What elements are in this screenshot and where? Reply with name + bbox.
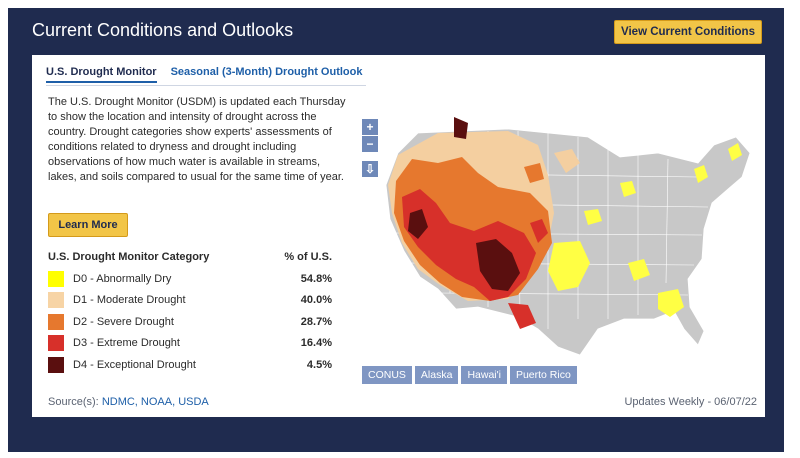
- view-current-conditions-button[interactable]: View Current Conditions: [614, 20, 762, 44]
- tab-drought-monitor[interactable]: U.S. Drought Monitor: [46, 66, 157, 83]
- tabs-divider: [46, 85, 366, 86]
- region-tab-alaska[interactable]: Alaska: [414, 366, 459, 384]
- d3-region: [530, 219, 548, 243]
- legend-pct-heading: % of U.S.: [284, 251, 332, 263]
- us-drought-map-svg: [385, 117, 751, 356]
- region-tab-hawaii[interactable]: Hawai'i: [461, 366, 507, 384]
- legend-row-d3: D3 - Extreme Drought 16.4%: [48, 335, 332, 351]
- tab-bar: U.S. Drought Monitor Seasonal (3-Month) …: [46, 66, 362, 83]
- legend-label: D0 - Abnormally Dry: [73, 273, 172, 285]
- d0-region: [728, 143, 742, 161]
- d0-region: [694, 165, 708, 183]
- download-icon[interactable]: ⇩: [362, 161, 378, 177]
- legend-swatch: [48, 357, 64, 373]
- legend-row-d1: D1 - Moderate Drought 40.0%: [48, 292, 332, 308]
- update-date: 06/07/22: [714, 396, 757, 408]
- legend-pct: 16.4%: [300, 337, 332, 349]
- legend-category-heading: U.S. Drought Monitor Category: [48, 251, 210, 263]
- description-text: The U.S. Drought Monitor (USDM) is updat…: [48, 96, 346, 183]
- region-tab-puerto-rico[interactable]: Puerto Rico: [509, 366, 577, 384]
- d4-region: [454, 117, 468, 139]
- legend-label: D2 - Severe Drought: [73, 316, 174, 328]
- legend-label: D3 - Extreme Drought: [73, 337, 180, 349]
- d4-region: [408, 209, 428, 239]
- legend-swatch: [48, 314, 64, 330]
- sources: Source(s): NDMC, NOAA, USDA: [48, 396, 209, 408]
- tab-seasonal-outlook[interactable]: Seasonal (3-Month) Drought Outlook: [170, 66, 363, 78]
- content-panel: U.S. Drought Monitor Seasonal (3-Month) …: [32, 55, 765, 417]
- update-info: Updates Weekly - 06/07/22: [624, 396, 757, 408]
- d4-region: [476, 239, 520, 291]
- sources-prefix: Source(s):: [48, 396, 99, 408]
- d1-region: [554, 149, 580, 173]
- d0-region: [628, 259, 650, 281]
- update-frequency: Updates Weekly: [624, 396, 705, 408]
- legend-row-d4: D4 - Exceptional Drought 4.5%: [48, 357, 332, 373]
- legend-header: U.S. Drought Monitor Category % of U.S.: [48, 251, 332, 263]
- zoom-out-button[interactable]: −: [362, 136, 378, 152]
- legend-row-d2: D2 - Severe Drought 28.7%: [48, 314, 332, 330]
- conditions-card: Current Conditions and Outlooks View Cur…: [8, 8, 784, 452]
- drought-map[interactable]: + − ⇩: [358, 93, 758, 373]
- d0-region: [584, 209, 602, 225]
- legend-row-d0: D0 - Abnormally Dry 54.8%: [48, 271, 332, 287]
- d0-region: [658, 289, 684, 317]
- legend-pct: 4.5%: [306, 359, 332, 371]
- legend-swatch: [48, 335, 64, 351]
- zoom-in-button[interactable]: +: [362, 119, 378, 135]
- legend-pct: 28.7%: [300, 316, 332, 328]
- legend-pct: 40.0%: [300, 294, 332, 306]
- sources-link[interactable]: NDMC, NOAA, USDA: [101, 396, 209, 408]
- d3-region: [508, 303, 536, 329]
- legend-swatch: [48, 271, 64, 287]
- d0-region: [548, 241, 590, 291]
- separator: -: [707, 396, 715, 408]
- d0-region: [620, 181, 636, 197]
- d2-region: [524, 163, 544, 183]
- region-tab-conus[interactable]: CONUS: [362, 366, 412, 384]
- learn-more-button[interactable]: Learn More: [48, 213, 128, 237]
- legend-label: D4 - Exceptional Drought: [73, 359, 196, 371]
- legend-swatch: [48, 292, 64, 308]
- region-tabs: CONUS Alaska Hawai'i Puerto Rico: [362, 366, 577, 384]
- section-title: Current Conditions and Outlooks: [32, 20, 294, 40]
- legend-label: D1 - Moderate Drought: [73, 294, 186, 306]
- legend-pct: 54.8%: [300, 273, 332, 285]
